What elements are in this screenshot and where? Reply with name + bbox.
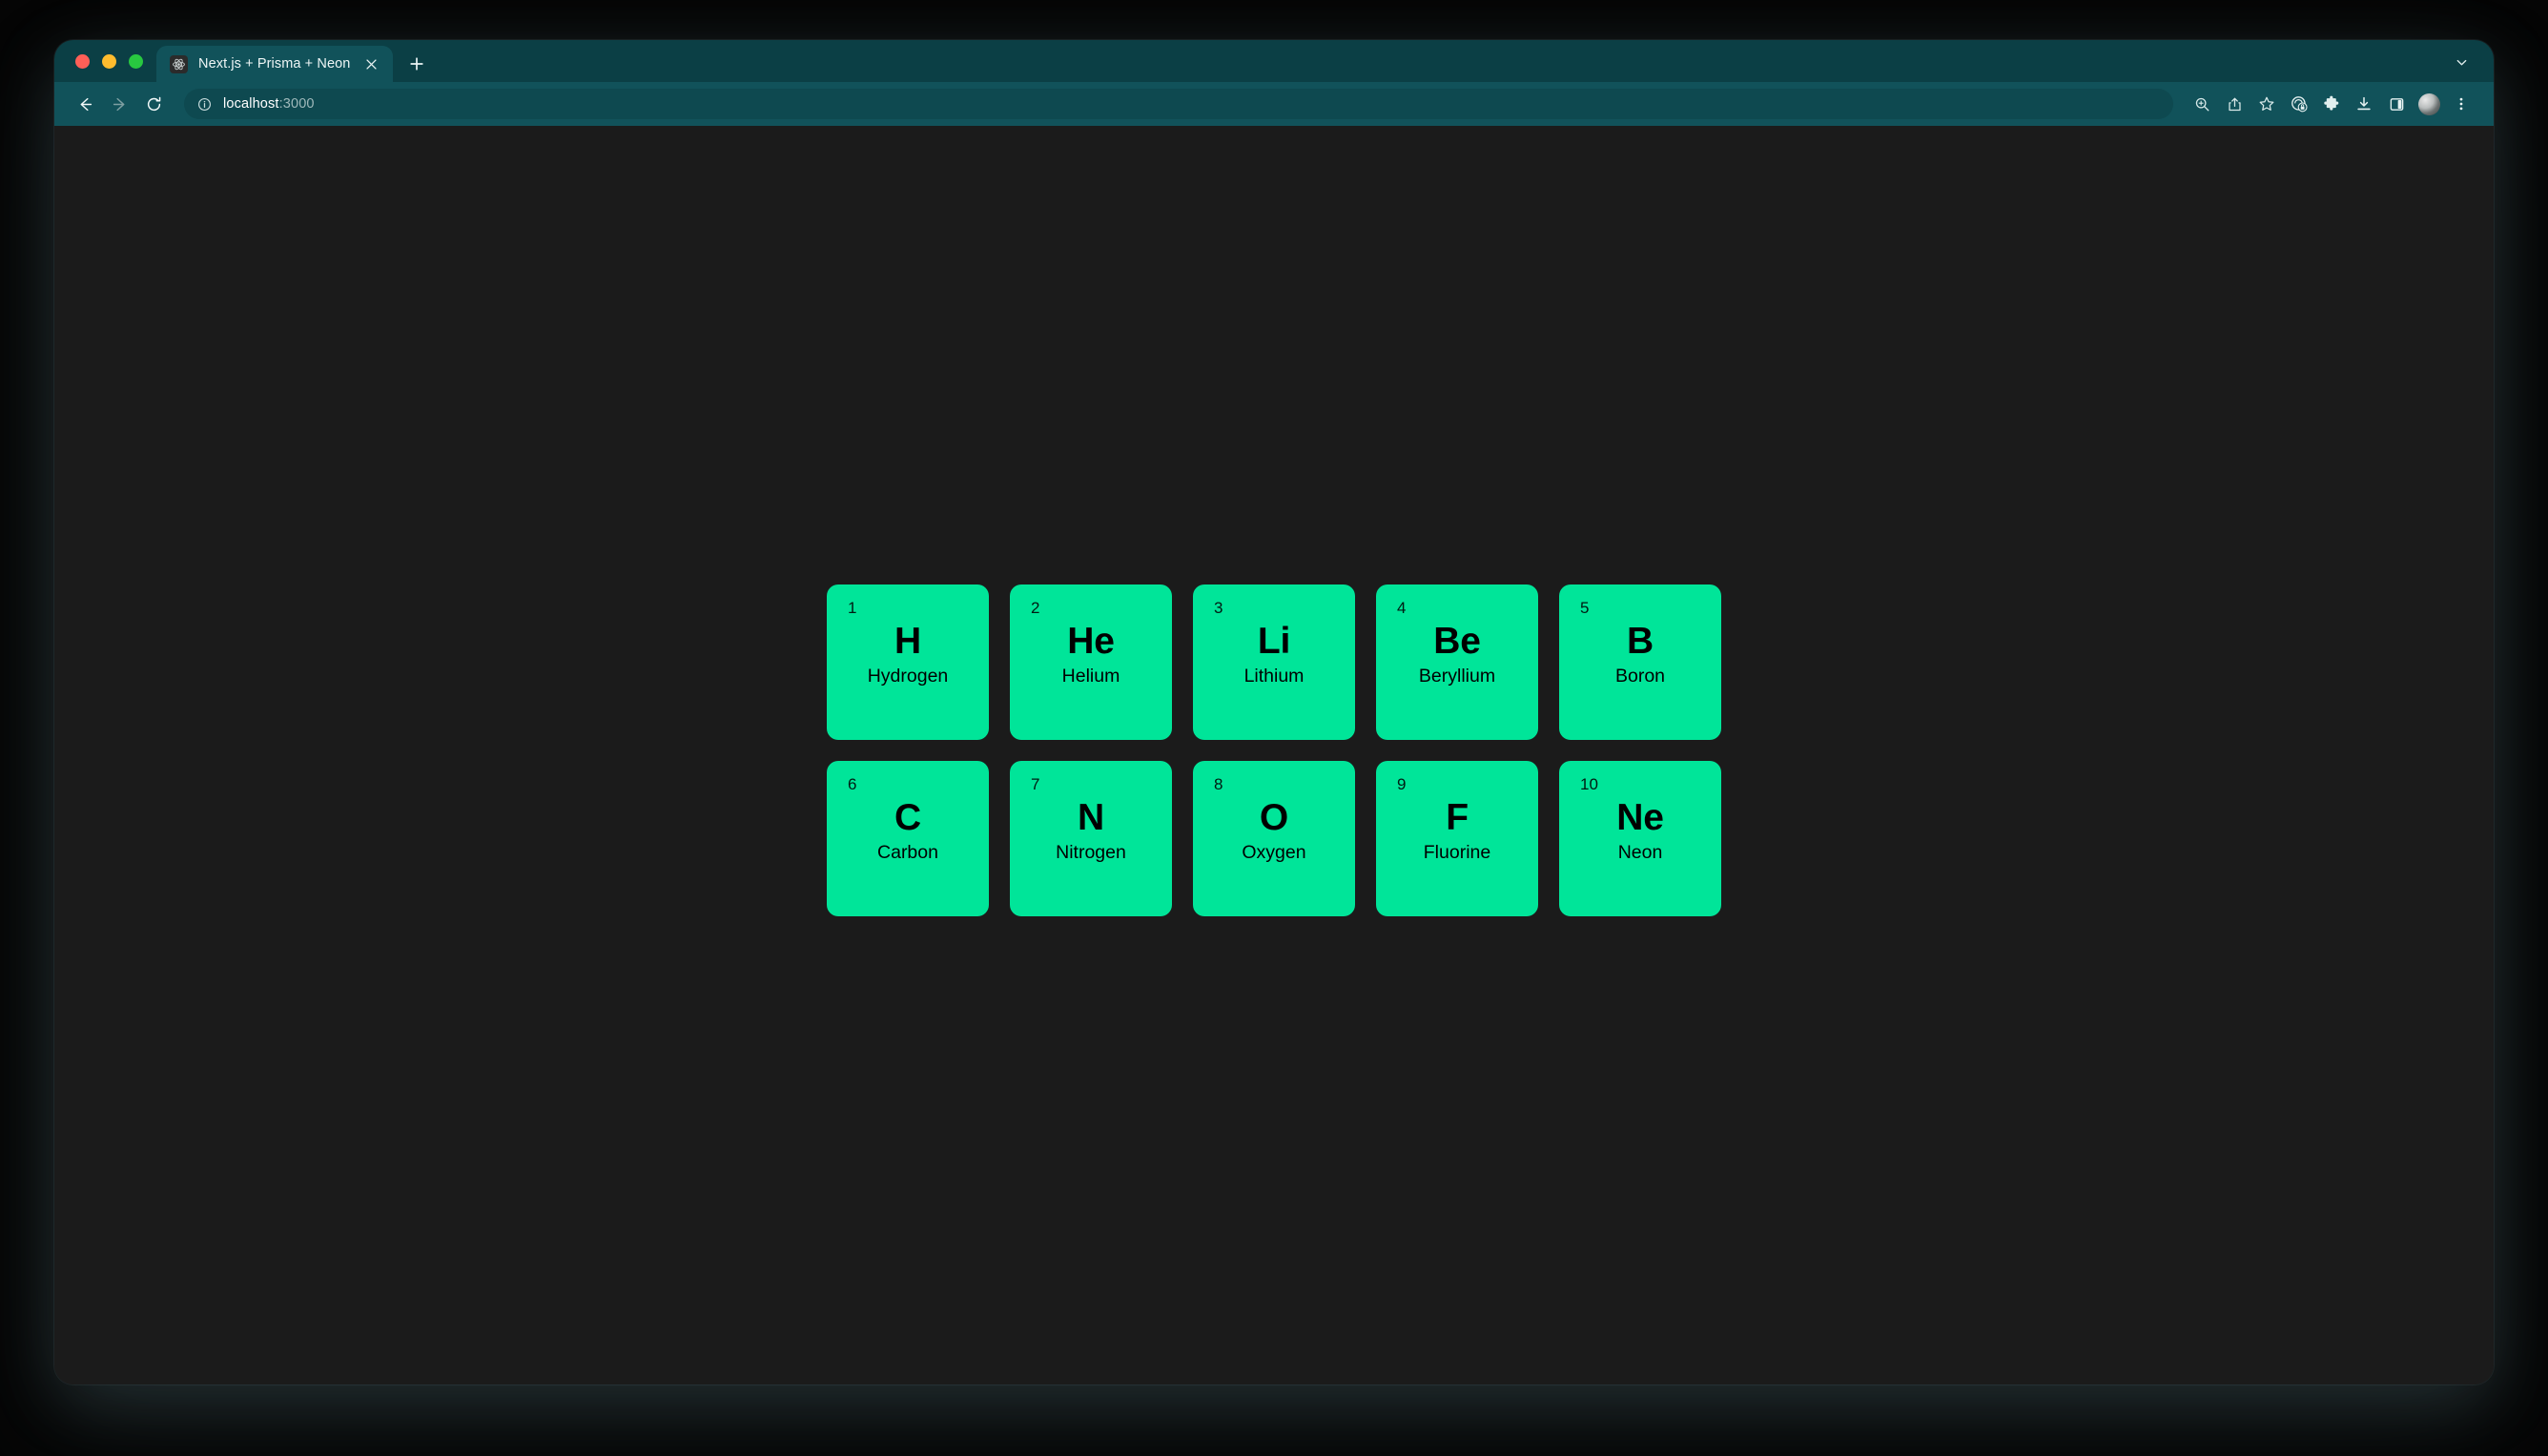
element-symbol: Ne <box>1616 797 1664 838</box>
element-card[interactable]: 4 Be Beryllium <box>1376 584 1538 740</box>
element-name: Nitrogen <box>1056 842 1126 864</box>
new-tab-icon[interactable] <box>401 48 433 80</box>
element-name: Hydrogen <box>867 666 949 687</box>
profile-avatar-icon[interactable] <box>2414 89 2444 119</box>
browser-tab-active[interactable]: Next.js + Prisma + Neon <box>156 46 394 82</box>
element-name: Lithium <box>1243 666 1305 687</box>
element-card[interactable]: 7 N Nitrogen <box>1010 761 1172 916</box>
element-symbol: Be <box>1433 621 1481 662</box>
element-card[interactable]: 8 O Oxygen <box>1193 761 1355 916</box>
element-symbol: H <box>894 621 921 662</box>
toolbar-actions <box>2187 89 2476 119</box>
share-icon[interactable] <box>2219 89 2250 119</box>
minimize-window-button[interactable] <box>102 53 116 69</box>
bookmark-star-icon[interactable] <box>2251 89 2282 119</box>
element-symbol: F <box>1446 797 1469 838</box>
element-card[interactable]: 1 H Hydrogen <box>827 584 989 740</box>
url-port: :3000 <box>278 96 315 112</box>
reload-button[interactable] <box>138 89 169 119</box>
periodic-elements-grid: 1 H Hydrogen 2 He Helium 3 Li Lithium 4 … <box>827 584 1721 916</box>
three-dot-menu-icon[interactable] <box>2446 89 2476 119</box>
element-atomic-number: 8 <box>1214 775 1223 793</box>
extensions-puzzle-icon[interactable] <box>2316 89 2347 119</box>
element-name: Boron <box>1614 666 1666 687</box>
element-symbol: C <box>894 797 921 838</box>
zoom-in-icon[interactable] <box>2187 89 2217 119</box>
element-symbol: O <box>1259 797 1289 838</box>
element-symbol: He <box>1067 621 1115 662</box>
tab-search-chevron-down-icon[interactable] <box>2448 49 2475 75</box>
element-card[interactable]: 9 F Fluorine <box>1376 761 1538 916</box>
downloads-icon[interactable] <box>2349 89 2379 119</box>
element-name: Fluorine <box>1423 842 1491 864</box>
element-name: Beryllium <box>1418 666 1496 687</box>
element-name: Neon <box>1617 842 1663 864</box>
tab-strip: Next.js + Prisma + Neon <box>54 40 2494 82</box>
element-name: Oxygen <box>1242 842 1306 864</box>
address-bar[interactable]: localhost:3000 <box>184 89 2173 119</box>
react-atom-icon <box>170 54 188 73</box>
maximize-window-button[interactable] <box>129 53 143 69</box>
window-controls <box>72 40 156 82</box>
element-atomic-number: 7 <box>1031 775 1040 793</box>
element-card[interactable]: 10 Ne Neon <box>1559 761 1721 916</box>
element-atomic-number: 2 <box>1031 599 1040 617</box>
page-viewport: 1 H Hydrogen 2 He Helium 3 Li Lithium 4 … <box>54 126 2494 1384</box>
url-host: localhost <box>223 96 279 112</box>
element-card[interactable]: 2 He Helium <box>1010 584 1172 740</box>
element-atomic-number: 1 <box>848 599 857 617</box>
close-window-button[interactable] <box>75 53 90 69</box>
element-atomic-number: 10 <box>1580 775 1598 793</box>
element-symbol: B <box>1627 621 1654 662</box>
element-symbol: N <box>1078 797 1104 838</box>
site-info-icon[interactable] <box>197 97 213 112</box>
element-card[interactable]: 6 C Carbon <box>827 761 989 916</box>
close-tab-icon[interactable] <box>360 53 381 74</box>
privacy-lock-icon[interactable] <box>2284 89 2314 119</box>
element-atomic-number: 3 <box>1214 599 1223 617</box>
element-card[interactable]: 3 Li Lithium <box>1193 584 1355 740</box>
element-atomic-number: 9 <box>1397 775 1407 793</box>
element-symbol: Li <box>1257 621 1291 662</box>
tab-title: Next.js + Prisma + Neon <box>198 56 351 72</box>
element-atomic-number: 6 <box>848 775 857 793</box>
element-atomic-number: 5 <box>1580 599 1590 617</box>
side-panel-icon[interactable] <box>2381 89 2412 119</box>
element-name: Helium <box>1061 666 1120 687</box>
browser-window: Next.js + Prisma + Neon <box>54 40 2494 1384</box>
element-atomic-number: 4 <box>1397 599 1407 617</box>
element-name: Carbon <box>877 842 938 864</box>
browser-toolbar: localhost:3000 <box>54 82 2494 126</box>
avatar <box>2417 92 2440 115</box>
back-button[interactable] <box>70 89 100 119</box>
address-bar-url: localhost:3000 <box>223 96 315 112</box>
element-card[interactable]: 5 B Boron <box>1559 584 1721 740</box>
forward-button[interactable] <box>104 89 134 119</box>
